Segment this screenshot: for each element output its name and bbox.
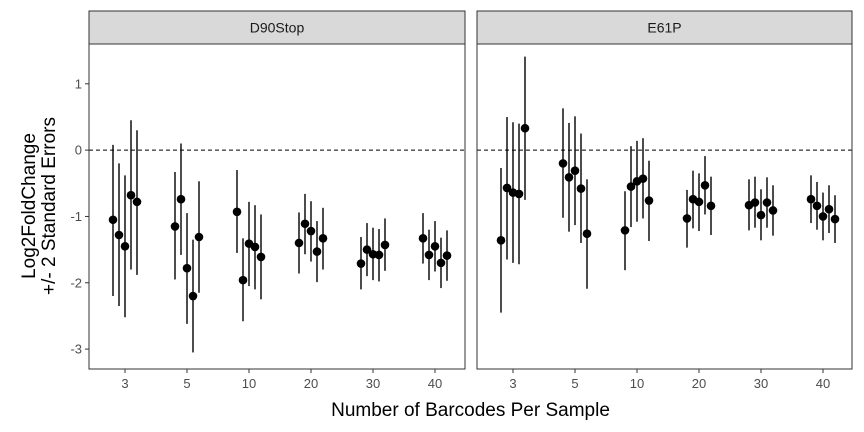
strip-background: [476, 10, 853, 45]
data-point: [374, 250, 384, 260]
data-point: [132, 197, 142, 207]
data-point: [818, 212, 828, 221]
x-tick-label: 3: [509, 376, 516, 391]
data-point: [312, 247, 322, 256]
x-tick-label: 40: [428, 376, 442, 391]
data-point: [812, 201, 822, 211]
x-tick-label: 30: [754, 376, 768, 391]
x-tick-label: 3: [121, 376, 128, 391]
data-point: [232, 207, 242, 217]
x-tick-label: 40: [816, 376, 830, 391]
data-point: [806, 194, 816, 204]
data-point: [756, 210, 766, 220]
x-tick-label: 5: [571, 376, 578, 391]
data-point: [750, 198, 760, 207]
data-point: [424, 250, 434, 260]
data-point: [768, 206, 778, 215]
data-point: [564, 173, 574, 182]
data-point: [318, 234, 328, 243]
data-point: [644, 196, 654, 205]
x-axis-title: Number of Barcodes Per Sample: [331, 400, 610, 421]
data-point: [620, 226, 630, 235]
data-point: [294, 238, 304, 248]
x-tick-label: 20: [304, 376, 318, 391]
data-point: [250, 242, 260, 252]
panel-border: [88, 43, 466, 370]
data-point: [638, 174, 648, 183]
x-tick-label: 10: [630, 376, 644, 391]
data-point: [188, 291, 198, 301]
data-point: [520, 123, 530, 133]
strip-background: [88, 10, 466, 45]
data-point: [114, 230, 124, 240]
data-point: [582, 229, 592, 238]
data-point: [256, 252, 266, 262]
data-point: [108, 215, 118, 225]
data-point: [170, 222, 180, 231]
y-tick-label: 1: [75, 76, 82, 91]
data-point: [700, 180, 710, 190]
plot-background: [477, 44, 852, 369]
data-point: [576, 184, 586, 193]
data-point: [502, 183, 512, 193]
data-point: [306, 226, 316, 236]
panel-d90stop: D90Stop 3 5 10 20 30 40: [88, 10, 466, 391]
data-point: [362, 245, 372, 254]
data-point: [570, 166, 580, 175]
data-point: [682, 214, 692, 223]
data-point: [356, 259, 366, 268]
y-tick-label: -3: [70, 342, 82, 357]
data-point: [830, 214, 840, 224]
data-point: [442, 251, 452, 260]
data-point: [694, 197, 704, 207]
strip-label: D90Stop: [250, 20, 305, 36]
x-tick-label: 10: [242, 376, 256, 391]
y-axis-title-line: +/- 2 Standard Errors: [39, 117, 60, 295]
plot-background: [89, 44, 465, 369]
y-axis-title-line: Log2FoldChange: [19, 133, 40, 279]
x-tick-label: 30: [366, 376, 380, 391]
y-tick-label: -1: [70, 209, 82, 224]
data-point: [514, 189, 524, 199]
data-point: [194, 232, 204, 242]
data-point: [626, 182, 636, 191]
data-point: [380, 240, 390, 250]
x-tick-label: 5: [183, 376, 190, 391]
data-point: [120, 241, 130, 251]
y-tick-label: 0: [75, 143, 82, 158]
y-tick-label: -2: [70, 275, 82, 290]
data-point: [300, 219, 310, 229]
data-point: [436, 258, 446, 268]
y-axis-title: Log2FoldChange+/- 2 Standard Errors: [19, 117, 60, 295]
y-axis: 1 0 -1 -2 -3: [70, 76, 89, 357]
data-point: [238, 275, 248, 285]
x-tick-label: 20: [692, 376, 706, 391]
data-point: [182, 263, 192, 273]
data-point: [706, 201, 716, 211]
data-point: [824, 204, 834, 214]
data-point: [126, 190, 136, 200]
data-point: [496, 236, 506, 245]
data-point: [558, 159, 568, 168]
panel-e61p: E61P 3 5 10 20 30 40: [476, 10, 853, 391]
panel-border: [476, 43, 853, 370]
data-point: [418, 234, 428, 243]
strip-label: E61P: [647, 20, 681, 36]
data-point: [176, 194, 186, 204]
data-point: [762, 198, 772, 207]
data-point: [430, 241, 440, 251]
